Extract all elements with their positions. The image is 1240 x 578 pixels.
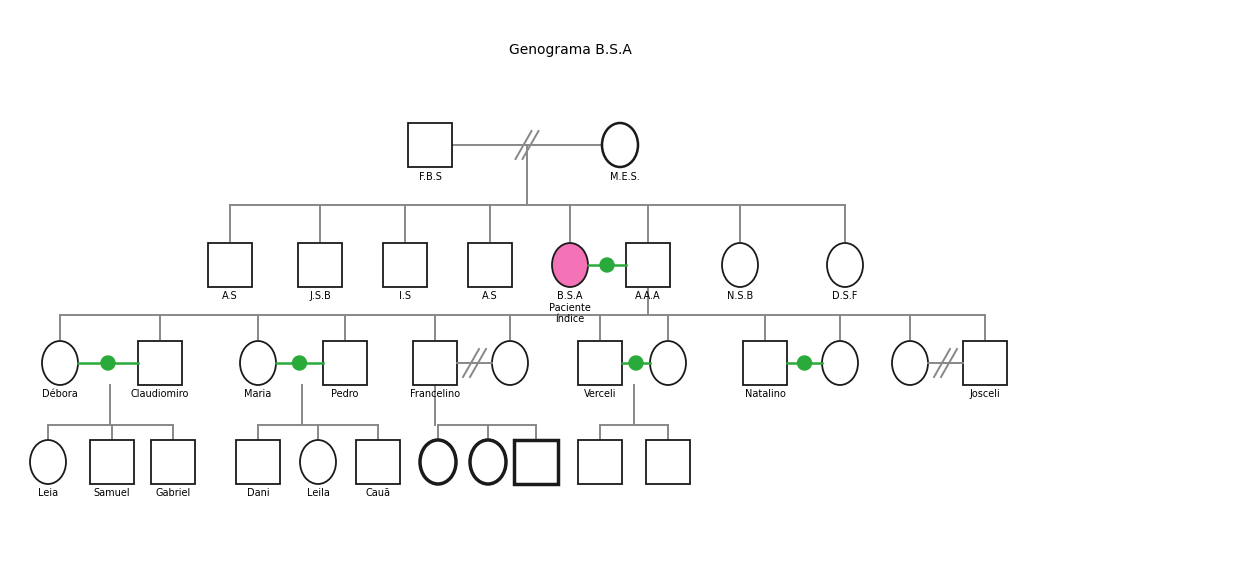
Ellipse shape: [601, 123, 639, 167]
Circle shape: [797, 356, 811, 370]
Text: Genograma B.S.A: Genograma B.S.A: [508, 43, 632, 57]
Circle shape: [293, 356, 306, 370]
Bar: [91, 440, 134, 484]
Text: D.S.F: D.S.F: [832, 291, 858, 301]
Text: Leila: Leila: [306, 488, 330, 498]
Text: M.E.S.: M.E.S.: [610, 172, 640, 182]
Bar: [356, 440, 401, 484]
Ellipse shape: [552, 243, 588, 287]
Text: Samuel: Samuel: [94, 488, 130, 498]
Text: Gabriel: Gabriel: [155, 488, 191, 498]
Bar: [963, 341, 1007, 385]
Bar: [383, 243, 427, 287]
Text: Dani: Dani: [247, 488, 269, 498]
Text: I.S: I.S: [399, 291, 410, 301]
Text: Débora: Débora: [42, 389, 78, 399]
Circle shape: [629, 356, 644, 370]
Ellipse shape: [241, 341, 277, 385]
Bar: [467, 243, 512, 287]
Text: Maria: Maria: [244, 389, 272, 399]
Ellipse shape: [892, 341, 928, 385]
Bar: [626, 243, 670, 287]
Bar: [413, 341, 458, 385]
Text: Josceli: Josceli: [970, 389, 1001, 399]
Ellipse shape: [42, 341, 78, 385]
Bar: [298, 243, 342, 287]
Bar: [578, 440, 622, 484]
Text: Pedro: Pedro: [331, 389, 358, 399]
Ellipse shape: [722, 243, 758, 287]
Circle shape: [600, 258, 614, 272]
Bar: [236, 440, 280, 484]
Ellipse shape: [827, 243, 863, 287]
Bar: [743, 341, 787, 385]
Ellipse shape: [822, 341, 858, 385]
Bar: [578, 341, 622, 385]
Ellipse shape: [300, 440, 336, 484]
Text: B.S.A
Paciente
índice: B.S.A Paciente índice: [549, 291, 591, 324]
Bar: [646, 440, 689, 484]
Bar: [138, 341, 182, 385]
Bar: [515, 440, 558, 484]
Text: A.A.A: A.A.A: [635, 291, 661, 301]
Text: A.S: A.S: [482, 291, 497, 301]
Bar: [322, 341, 367, 385]
Ellipse shape: [420, 440, 456, 484]
Text: Verceli: Verceli: [584, 389, 616, 399]
Text: Cauã: Cauã: [366, 488, 391, 498]
Ellipse shape: [30, 440, 66, 484]
Text: A.S: A.S: [222, 291, 238, 301]
Bar: [208, 243, 252, 287]
Text: F.B.S: F.B.S: [419, 172, 441, 182]
Bar: [151, 440, 195, 484]
Text: J.S.B: J.S.B: [309, 291, 331, 301]
Text: Claudiomiro: Claudiomiro: [130, 389, 190, 399]
Text: Natalino: Natalino: [744, 389, 785, 399]
Text: N.S.B: N.S.B: [727, 291, 753, 301]
Text: Leia: Leia: [38, 488, 58, 498]
Bar: [408, 123, 453, 167]
Ellipse shape: [650, 341, 686, 385]
Ellipse shape: [492, 341, 528, 385]
Text: Francelino: Francelino: [410, 389, 460, 399]
Ellipse shape: [470, 440, 506, 484]
Circle shape: [100, 356, 115, 370]
